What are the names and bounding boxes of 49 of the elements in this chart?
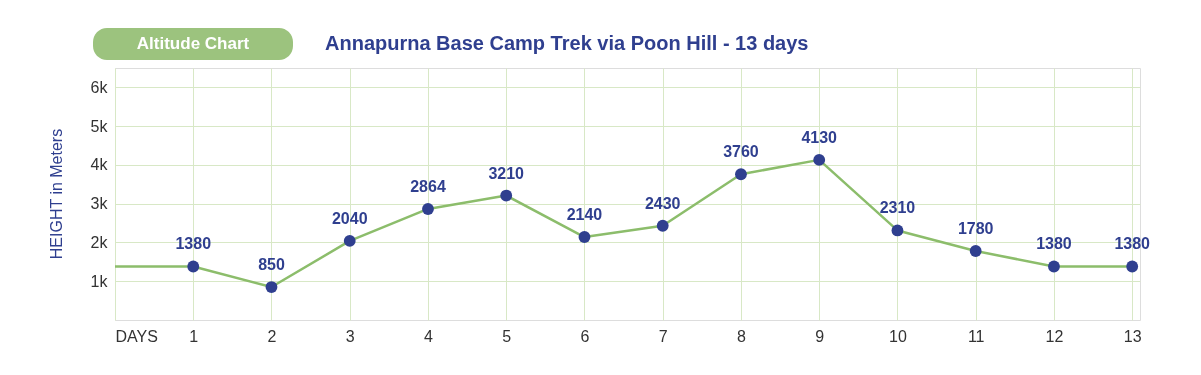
x-tick-label: 5: [502, 327, 512, 345]
data-label: 1380: [175, 235, 212, 253]
data-label: 1380: [1036, 235, 1072, 253]
point: [813, 153, 826, 166]
y-tick-label: 3k: [90, 195, 109, 213]
point: [1048, 260, 1060, 273]
point: [343, 235, 356, 247]
point: [656, 219, 669, 232]
data-label: 2864: [410, 177, 446, 195]
x-tick-label: DAYS: [115, 327, 158, 345]
x-tick-label: 12: [1045, 327, 1064, 345]
data-label: 1380: [1114, 235, 1151, 253]
chart-title: Annapurna Base Camp Trek via Poon Hill - 13 days: [325, 32, 809, 54]
x-tick-label: 7: [658, 327, 668, 345]
y-tick-label: 6k: [90, 78, 109, 96]
data-label: 2310: [879, 199, 916, 217]
x-tick-label: 8: [737, 327, 746, 345]
x-tick-label: 3: [345, 327, 355, 345]
data-label: 2040: [331, 209, 368, 227]
chart-subtitle: Altitude Chart: [136, 34, 250, 53]
point: [422, 203, 434, 215]
point: [969, 245, 982, 257]
data-label: 3760: [723, 143, 759, 161]
x-tick-label: 4: [424, 327, 434, 345]
x-tick-label: 1: [189, 327, 199, 345]
y-axis-title: HEIGHT in Meters: [48, 128, 65, 260]
x-tick-label: 9: [815, 327, 825, 345]
x-tick-label: 11: [967, 327, 985, 345]
point: [500, 189, 513, 202]
x-tick-label: 6: [580, 327, 590, 345]
data-label: 2140: [566, 206, 603, 224]
point: [1126, 260, 1139, 273]
data-label: 1780: [957, 219, 994, 237]
x-tick-label: 10: [889, 327, 907, 345]
point: [891, 224, 904, 237]
data-label: 850: [258, 256, 285, 274]
y-tick-label: 4k: [90, 156, 109, 174]
point: [578, 231, 591, 243]
y-tick-label: 1k: [90, 272, 109, 290]
point: [187, 260, 200, 273]
x-tick-label: 2: [267, 327, 277, 345]
x-tick-label: 13: [1123, 327, 1142, 345]
data-label: 3210: [488, 164, 525, 182]
y-tick-label: 5k: [90, 117, 109, 135]
point: [265, 281, 278, 293]
y-tick-label: 2k: [90, 233, 109, 251]
data-label: 2430: [644, 194, 681, 212]
data-label: 4130: [801, 128, 838, 146]
point: [735, 168, 747, 181]
